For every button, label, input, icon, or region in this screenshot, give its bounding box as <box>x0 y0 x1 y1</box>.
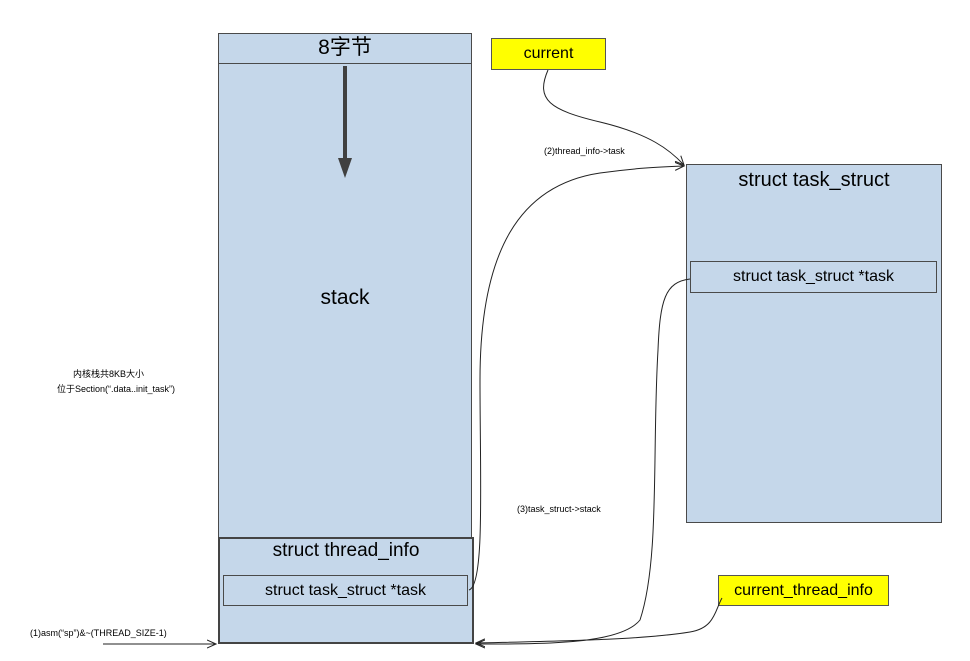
current-thread-info-label: current_thread_info <box>718 575 889 606</box>
current-label: current <box>491 38 606 70</box>
edge-current-thread-info-to-stack <box>476 597 723 643</box>
task-struct-task-field: struct task_struct *task <box>690 261 937 293</box>
edge-label-thread-info-task: (2)thread_info->task <box>544 146 625 156</box>
task-struct-box <box>686 164 942 523</box>
thread-info-title: struct thread_info <box>272 540 420 561</box>
kernel-stack-note-size: 内核栈共8KB大小 <box>73 369 145 379</box>
kernel-stack-note-section: 位于Section(“.data..init_task”) <box>57 384 176 394</box>
task-struct-title: struct task_struct <box>738 169 890 191</box>
edge-label-task-struct-stack: (3)task_struct->stack <box>517 504 601 514</box>
stack-label: stack <box>320 286 370 309</box>
edge-current-to-task-struct <box>543 69 684 165</box>
stack-growth-arrow-head <box>338 158 352 178</box>
edge-task-struct-to-stack <box>476 278 691 644</box>
edge-thread-info-to-task-struct <box>468 166 684 591</box>
edge-label-asm-sp: (1)asm(“sp”)&~(THREAD_SIZE-1) <box>30 628 167 638</box>
thread-info-task-field: struct task_struct *task <box>223 575 468 606</box>
stack-top-label: 8字节 <box>218 33 472 64</box>
